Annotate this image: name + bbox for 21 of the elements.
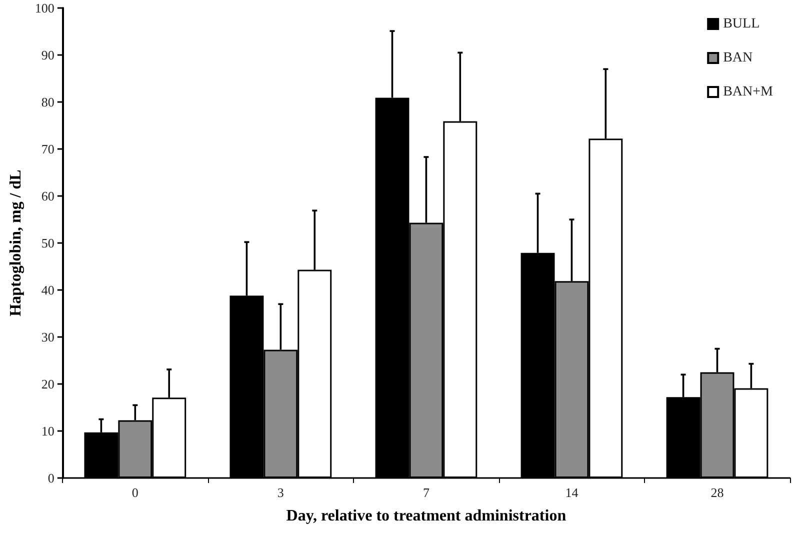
y-tick-label: 20: [41, 376, 54, 392]
x-tick-label: 7: [422, 485, 430, 500]
y-tick-label: 60: [41, 188, 54, 204]
y-tick-label: 100: [34, 0, 54, 16]
x-tick-label: 3: [277, 485, 284, 500]
y-tick-label: 10: [41, 424, 54, 438]
y-tick-label: 80: [41, 94, 54, 110]
legend-label: BAN+M: [723, 84, 774, 100]
x-axis-title: Day, relative to treatment administration: [286, 508, 566, 524]
x-tick-label: 14: [565, 485, 579, 500]
y-tick-label: 30: [41, 330, 54, 344]
x-tick-label: 28: [710, 485, 724, 500]
y-tick-label: 0: [48, 470, 54, 486]
legend-label: BULL: [723, 16, 760, 32]
y-tick-label: 40: [41, 282, 54, 298]
x-tick-label: 0: [132, 485, 138, 500]
y-tick-label: 50: [41, 236, 54, 250]
y-axis-title: Haptoglobin, mg / dL: [8, 170, 24, 316]
y-tick-label: 90: [41, 48, 54, 62]
legend-label: BAN: [723, 50, 753, 66]
y-tick-label: 70: [41, 142, 54, 156]
